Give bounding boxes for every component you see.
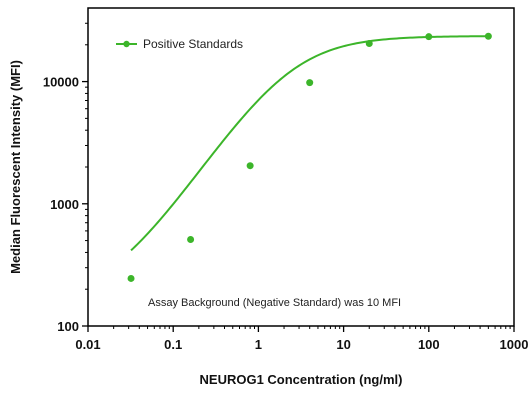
x-tick-label: 1 — [255, 337, 262, 352]
y-tick-label: 100 — [57, 319, 79, 334]
legend-label: Positive Standards — [143, 37, 243, 51]
legend-marker — [123, 40, 130, 48]
x-axis-ticks: 0.01 0.1 1 10 100 1000 — [75, 326, 528, 352]
data-point — [484, 32, 492, 40]
x-tick-label: 0.01 — [75, 337, 100, 352]
x-tick-label: 1000 — [500, 337, 529, 352]
y-axis-ticks: 100 1000 10000 — [43, 22, 88, 334]
legend: Positive Standards — [116, 37, 243, 51]
fit-curve — [130, 35, 489, 252]
data-point — [187, 236, 195, 244]
data-point — [246, 162, 254, 170]
x-tick-label: 10 — [336, 337, 350, 352]
y-tick-label: 1000 — [50, 197, 79, 212]
x-axis-title: NEUROG1 Concentration (ng/ml) — [200, 372, 403, 387]
annotation-background: Assay Background (Negative Standard) was… — [148, 297, 401, 309]
data-points — [127, 32, 492, 282]
plot-frame — [87, 7, 515, 327]
x-tick-label: 0.1 — [164, 337, 182, 352]
y-tick-label: 10000 — [43, 75, 79, 90]
y-axis-title: Median Fluorescent Intensity (MFI) — [8, 60, 23, 274]
data-point — [127, 274, 135, 282]
data-point — [306, 79, 314, 87]
x-tick-label: 100 — [418, 337, 440, 352]
data-point — [425, 33, 433, 41]
data-point — [365, 39, 373, 47]
